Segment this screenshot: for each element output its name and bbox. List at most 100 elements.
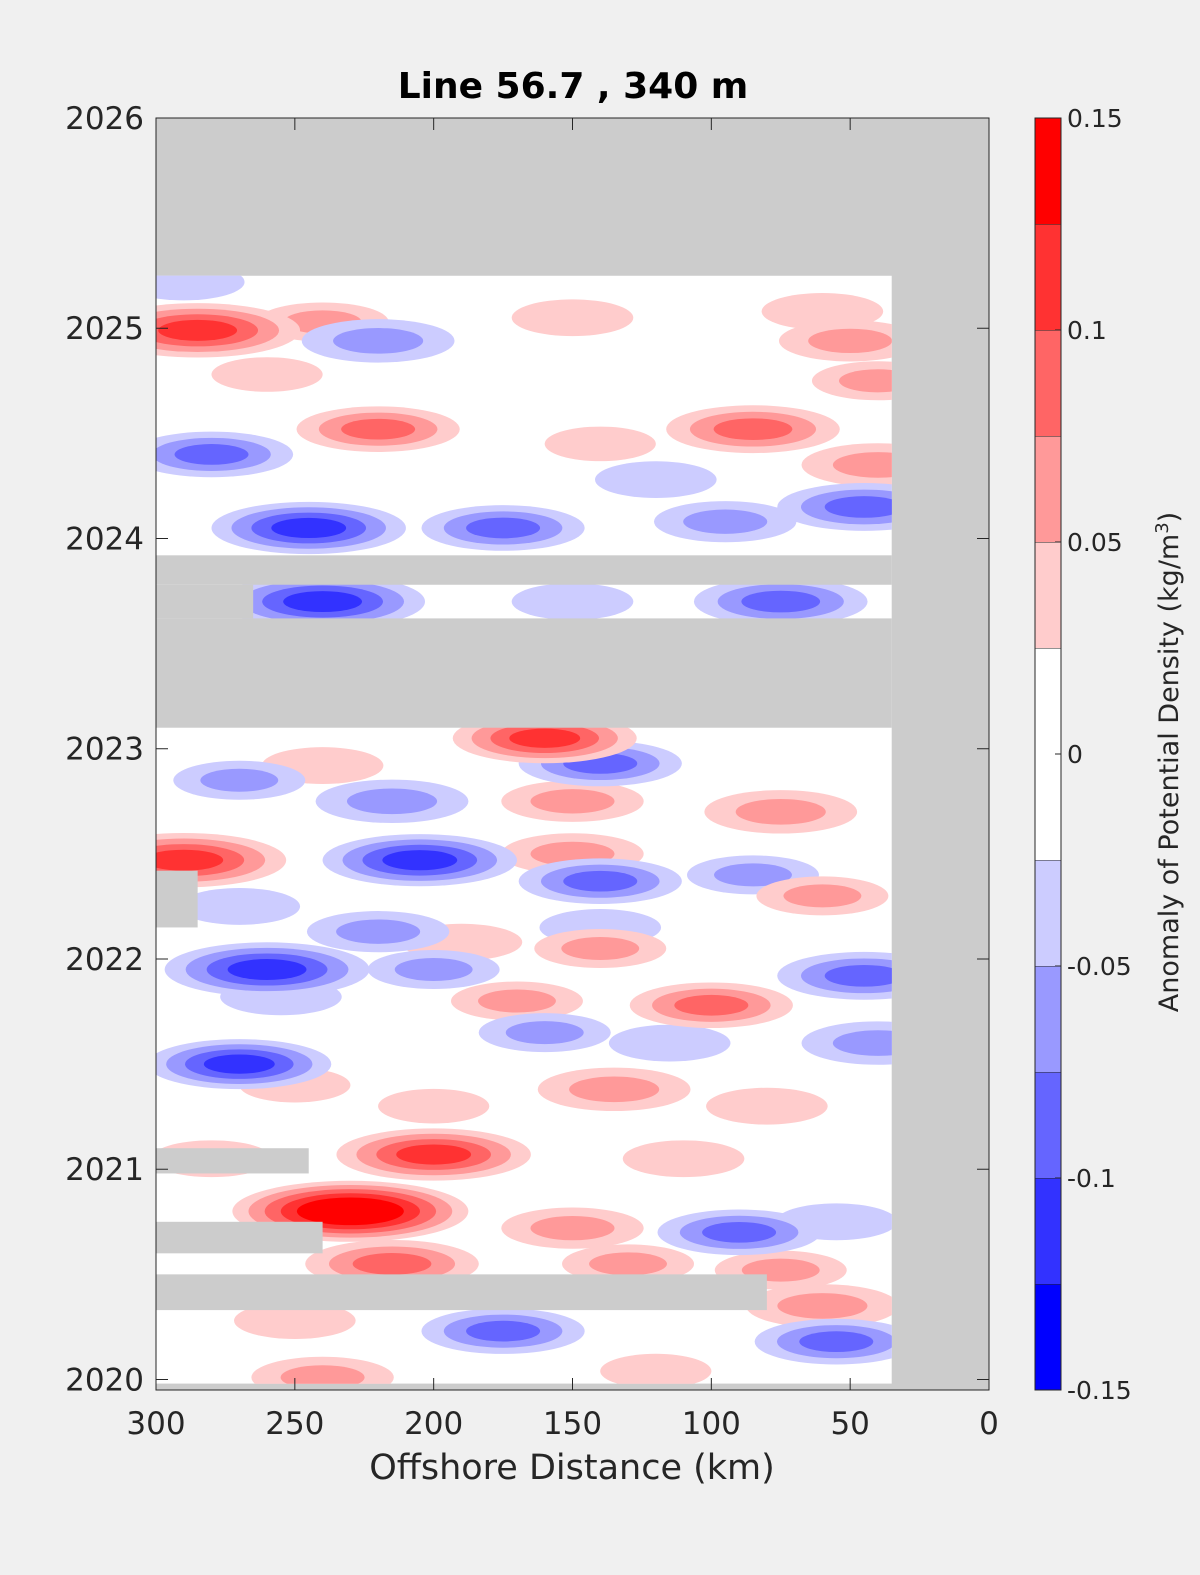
anomaly-blob — [164, 942, 370, 997]
anomaly-blob — [251, 1356, 394, 1384]
anomaly-contour — [622, 1140, 745, 1178]
anomaly-blob — [336, 1128, 531, 1181]
anomaly-blob — [544, 426, 656, 462]
anomaly-contour — [706, 1087, 828, 1125]
anomaly-blob — [622, 1140, 745, 1178]
anomaly-contour — [505, 1021, 584, 1045]
missing-data-gap — [156, 555, 892, 585]
anomaly-contour — [569, 1076, 660, 1103]
anomaly-field — [156, 275, 892, 1384]
x-tick-label: 0 — [979, 1406, 999, 1442]
anomaly-blob — [518, 858, 682, 904]
anomaly-blob — [421, 1308, 585, 1354]
anomaly-contour — [511, 583, 634, 620]
anomaly-blob — [600, 1353, 712, 1384]
colorbar-tick-label: -0.05 — [1067, 952, 1132, 981]
anomaly-contour — [336, 919, 421, 944]
anomaly-blob — [537, 1067, 691, 1112]
colorbar: 0.15 0.1 0.05 0 -0.05 -0.1 -0.15 Anomaly of Po… — [1034, 104, 1185, 1405]
colorbar-band — [1035, 1072, 1061, 1178]
y-tick-label: 2025 — [65, 311, 144, 347]
colorbar-band — [1035, 966, 1061, 1072]
anomaly-blob — [511, 583, 634, 620]
anomaly-contour — [211, 357, 323, 392]
anomaly-contour — [824, 496, 892, 518]
colorbar-band — [1035, 118, 1061, 224]
anomaly-contour — [466, 1320, 541, 1342]
missing-data-gap — [156, 618, 892, 728]
anomaly-contour — [589, 1252, 667, 1276]
anomaly-blob — [654, 501, 797, 543]
anomaly-contour — [832, 452, 892, 478]
colorbar-tick-label: -0.1 — [1067, 1164, 1116, 1193]
anomaly-contour — [777, 1293, 868, 1319]
anomaly-blob — [657, 1209, 821, 1256]
x-tick-label: 300 — [126, 1406, 185, 1442]
anomaly-contour — [203, 1054, 275, 1074]
anomaly-blob — [234, 1302, 356, 1340]
colorbar-tick-label: 0.15 — [1067, 104, 1123, 133]
chart-title: Line 56.7 , 340 m — [398, 66, 749, 107]
anomaly-blob — [501, 1207, 644, 1249]
anomaly-blob — [801, 1021, 892, 1065]
anomaly-contour — [227, 959, 307, 980]
anomaly-blob — [421, 505, 585, 551]
anomaly-contour — [799, 1331, 874, 1352]
colorbar-tick-label: 0 — [1067, 740, 1083, 769]
anomaly-blob — [595, 461, 717, 499]
anomaly-contour — [838, 369, 892, 393]
anomaly-contour — [683, 509, 768, 534]
anomaly-contour — [178, 888, 301, 925]
x-axis-label: Offshore Distance (km) — [369, 1448, 775, 1488]
anomaly-blob — [693, 577, 868, 626]
anomaly-contour — [713, 418, 793, 441]
anomaly-contour — [313, 1201, 388, 1221]
colorbar-tick-label: 0.05 — [1067, 528, 1123, 557]
anomaly-blob — [156, 275, 245, 301]
colorbar-band — [1035, 542, 1061, 648]
colorbar-band — [1035, 224, 1061, 330]
plot-area: 300 250 200 150 100 50 0 202020212022202320242… — [65, 101, 999, 1442]
anomaly-contour — [735, 799, 826, 825]
y-tick-label: 2021 — [65, 1152, 144, 1188]
anomaly-blob — [666, 405, 840, 454]
x-tick-label: 50 — [830, 1406, 869, 1442]
anomaly-blob — [686, 855, 819, 895]
anomaly-contour — [714, 863, 792, 887]
anomaly-contour — [271, 517, 347, 539]
anomaly-blob — [220, 574, 425, 629]
y-tick-label: 2023 — [65, 732, 144, 768]
y-tick-label: 2024 — [65, 521, 144, 557]
anomaly-contour — [200, 768, 279, 792]
x-axis: 300 250 200 150 100 50 0 — [126, 118, 999, 1442]
anomaly-blob — [301, 319, 455, 363]
anomaly-contour — [396, 1144, 472, 1165]
anomaly-blob — [704, 790, 858, 834]
colorbar-tick-label: 0.1 — [1067, 316, 1107, 345]
anomaly-contour — [158, 319, 238, 341]
anomaly-contour — [509, 728, 581, 748]
anomaly-contour — [466, 517, 541, 539]
anomaly-contour — [333, 328, 424, 354]
colorbar-label-text: Anomaly of Potential Density (kg/m — [1154, 534, 1185, 1012]
anomaly-contour — [832, 1030, 892, 1056]
anomaly-contour — [563, 870, 638, 892]
anomaly-contour — [156, 849, 224, 871]
anomaly-contour — [174, 444, 249, 465]
anomaly-contour — [608, 1024, 731, 1062]
x-tick-label: 150 — [543, 1406, 602, 1442]
anomaly-blob — [306, 911, 450, 953]
anomaly-blob — [378, 1088, 490, 1124]
anomaly-contour — [674, 994, 749, 1016]
y-axis: 2020 2021 2022 2023 2024 2025 2026 — [65, 101, 989, 1398]
anomaly-contour — [530, 789, 615, 814]
anomaly-blob — [562, 1244, 695, 1284]
anomaly-blob — [511, 299, 634, 337]
missing-data-gap — [156, 1274, 767, 1311]
anomaly-contour — [478, 989, 556, 1013]
colorbar-band — [1035, 330, 1061, 436]
anomaly-blob — [367, 950, 500, 990]
anomaly-blob — [156, 1039, 332, 1090]
anomaly-blob — [777, 483, 892, 531]
